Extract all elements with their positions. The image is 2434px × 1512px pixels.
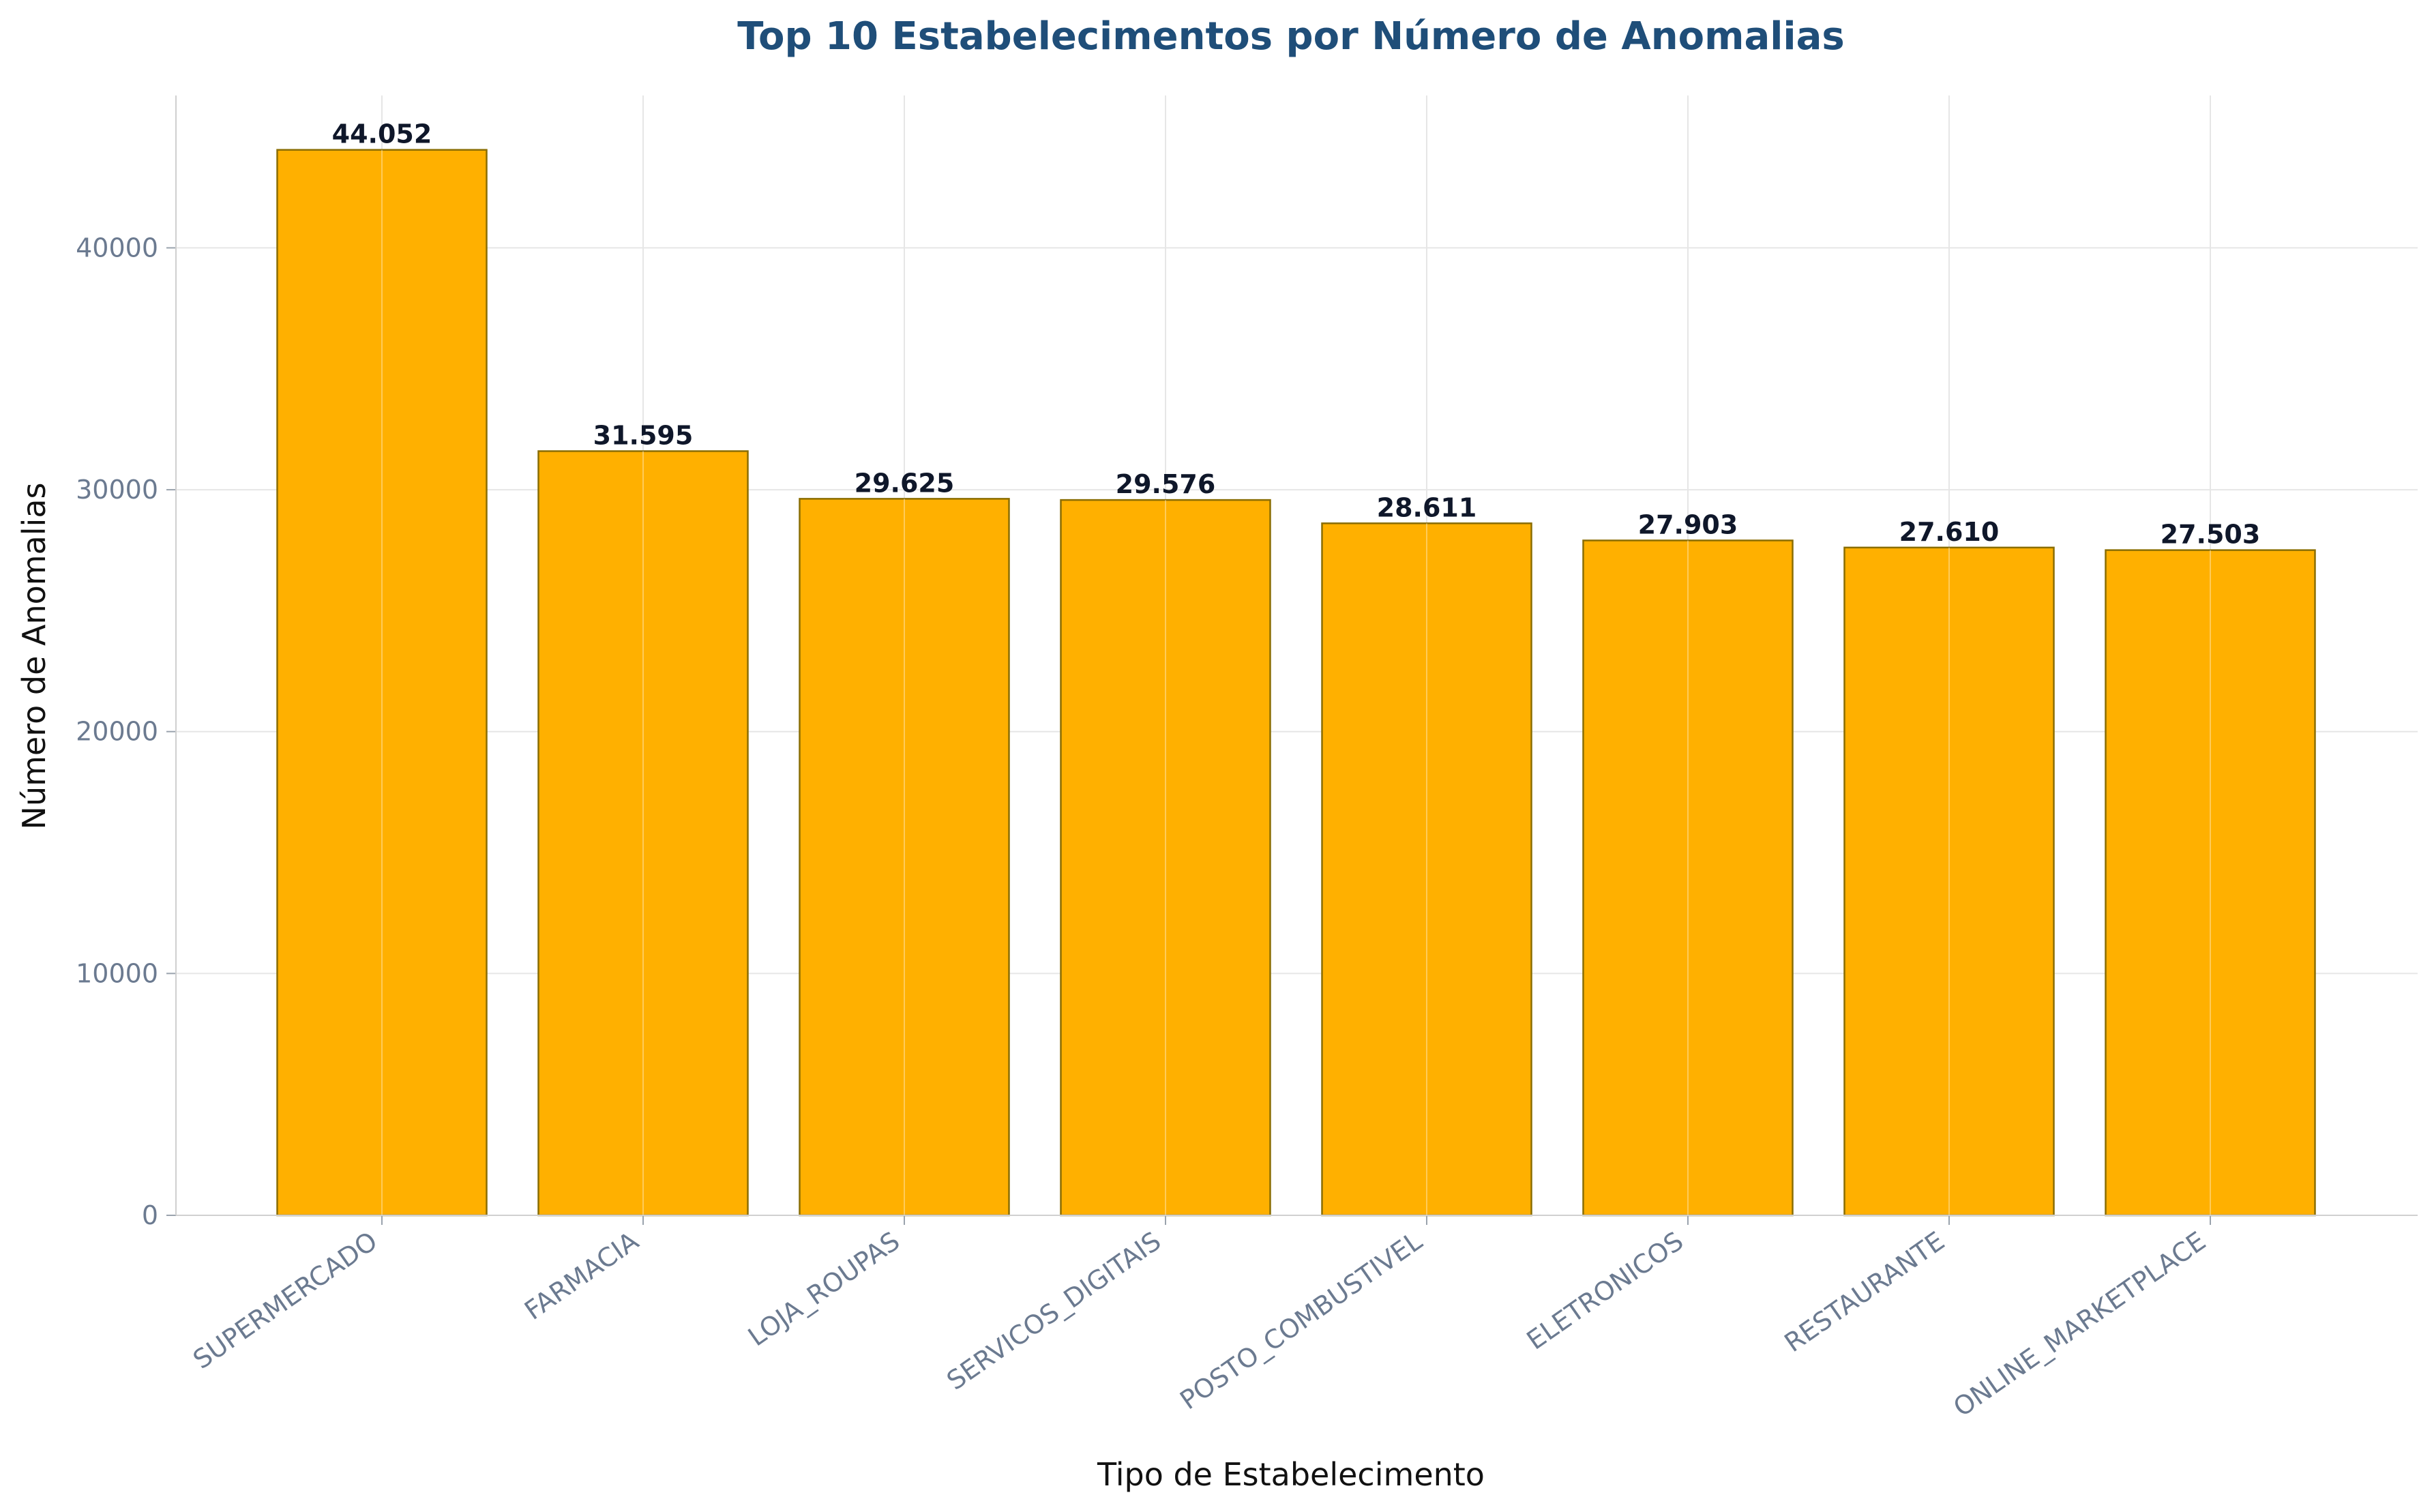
grid-layer (176, 95, 2418, 1215)
x-axis-label: Tipo de Estabelecimento (1097, 1456, 1485, 1493)
x-tick-label: ELETRONICOS (1522, 1226, 1689, 1355)
x-tick-label: SUPERMERCADO (188, 1226, 383, 1375)
bar-loja-roupas (799, 498, 1010, 1217)
x-tick-label: SERVICOS_DIGITAIS (941, 1226, 1166, 1395)
y-tick-label: 30000 (76, 475, 158, 505)
bar-restaurante (1843, 546, 2055, 1217)
bar-value-label: 27.903 (1638, 509, 1738, 539)
bar-eletronicos (1582, 539, 1794, 1217)
x-tick-label: LOJA_ROUPAS (743, 1226, 905, 1352)
bar-servicos-digitais (1060, 499, 1271, 1217)
x-tick-label: POSTO_COMBUSTIVEL (1174, 1226, 1427, 1415)
bar-value-label: 31.595 (593, 421, 694, 451)
bar-farmacia (537, 450, 749, 1217)
bar-value-label: 29.625 (855, 468, 955, 498)
bar-supermercado (276, 149, 488, 1217)
bars-layer (276, 149, 2316, 1217)
bar-posto-combustivel (1321, 522, 1532, 1217)
y-axis-label: Número de Anomalias (16, 483, 53, 830)
y-tick-label: 20000 (76, 717, 158, 747)
y-tick-label: 10000 (76, 958, 158, 988)
bar-value-label: 29.576 (1116, 469, 1216, 499)
bar-online-marketplace (2105, 549, 2316, 1217)
x-tick-label: FARMACIA (519, 1226, 644, 1326)
bar-value-label: 28.611 (1377, 492, 1477, 522)
y-tick-label: 40000 (76, 233, 158, 263)
chart-title: Top 10 Estabelecimentos por Número de An… (737, 14, 1845, 59)
bar-value-label: 27.610 (1899, 517, 2000, 547)
bar-value-label: 27.503 (2161, 520, 2261, 550)
x-tick-label: RESTAURANTE (1779, 1226, 1950, 1358)
bar-value-label: 44.052 (332, 119, 432, 149)
y-tick-label: 0 (142, 1200, 158, 1230)
axes-layer (166, 95, 2418, 1225)
x-tick-label: ONLINE_MARKETPLACE (1948, 1226, 2211, 1423)
